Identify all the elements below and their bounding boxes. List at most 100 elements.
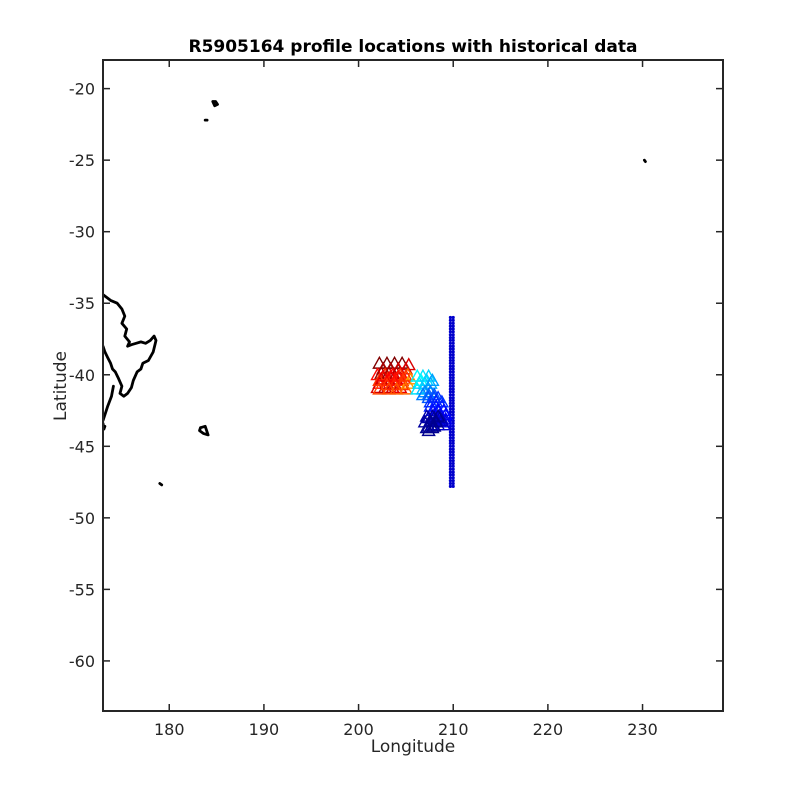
- historical-point: [448, 407, 452, 411]
- historical-point: [451, 444, 455, 448]
- historical-point: [451, 336, 455, 340]
- historical-point: [448, 473, 452, 477]
- y-tick-label: -25: [69, 151, 95, 170]
- profile-point: [389, 381, 404, 395]
- historical-point: [448, 361, 452, 365]
- coastline: [103, 384, 115, 423]
- profile-point: [425, 373, 440, 386]
- historical-point: [451, 484, 455, 488]
- historical-point: [451, 481, 455, 486]
- historical-point: [451, 476, 455, 480]
- historical-point: [448, 356, 452, 360]
- x-tick-label: 210: [438, 720, 469, 739]
- historical-point: [448, 470, 452, 474]
- tick-layer: 180 190 200 210 220 230 -20 -25 -30 -35 -40 -45 -50 -…: [69, 60, 723, 739]
- historical-point: [451, 350, 455, 354]
- historical-point: [448, 476, 452, 480]
- y-tick-label: -20: [69, 80, 95, 99]
- x-tick-label: 200: [343, 720, 374, 739]
- profile-point: [430, 408, 446, 422]
- profile-point: [398, 381, 414, 395]
- historical-point: [448, 347, 452, 351]
- historical-point: [451, 318, 455, 322]
- profile-locations-layer: [370, 355, 453, 437]
- historical-point: [448, 384, 452, 388]
- historical-point: [448, 404, 452, 408]
- x-tick-label: 180: [154, 720, 185, 739]
- historical-point: [448, 444, 452, 448]
- historical-point: [448, 358, 452, 363]
- historical-point: [451, 393, 455, 397]
- historical-point: [451, 378, 455, 383]
- historical-point: [451, 324, 455, 328]
- historical-point: [451, 376, 455, 380]
- historical-point: [451, 315, 455, 320]
- historical-point: [448, 321, 452, 325]
- historical-point: [451, 473, 455, 477]
- historical-point: [448, 367, 452, 371]
- historical-point: [451, 401, 455, 405]
- historical-point: [448, 344, 452, 348]
- historical-point: [448, 381, 452, 385]
- historical-point: [448, 436, 452, 440]
- chart-title: R5905164 profile locations with historic…: [188, 37, 637, 57]
- historical-point: [451, 456, 455, 460]
- historical-point: [448, 376, 452, 380]
- plot-frame: [102, 59, 724, 712]
- historical-point: [448, 327, 452, 331]
- historical-point: [451, 373, 455, 377]
- historical-point: [448, 467, 452, 471]
- y-tick-label: -60: [69, 652, 95, 671]
- x-tick-label: 230: [627, 720, 658, 739]
- y-tick-label: -50: [69, 509, 95, 528]
- profile-point: [391, 368, 406, 382]
- historical-point: [448, 370, 452, 374]
- historical-point: [448, 439, 452, 443]
- historical-point: [448, 464, 452, 468]
- profile-point: [427, 418, 442, 432]
- historical-point: [451, 467, 455, 471]
- historical-point: [448, 410, 452, 414]
- historical-point: [451, 450, 455, 454]
- historical-point: [451, 410, 455, 414]
- historical-point: [451, 341, 455, 345]
- historical-point: [448, 401, 452, 405]
- historical-point: [448, 390, 452, 394]
- historical-point: [448, 447, 452, 451]
- historical-point: [448, 333, 452, 337]
- historical-point: [451, 436, 455, 440]
- historical-point: [448, 461, 452, 466]
- profile-point: [379, 355, 395, 369]
- profile-point: [398, 368, 414, 382]
- historical-point: [448, 398, 452, 403]
- y-tick-label: -40: [69, 366, 95, 385]
- coastline: [198, 424, 210, 437]
- historical-point: [448, 378, 452, 383]
- y-tick-label: -30: [69, 223, 95, 242]
- profile-point: [383, 368, 398, 382]
- historical-point: [451, 347, 455, 351]
- historical-point: [451, 459, 455, 463]
- historical-point: [451, 367, 455, 371]
- historical-point: [448, 479, 452, 483]
- historical-point: [448, 336, 452, 340]
- profile-point: [394, 373, 410, 386]
- historical-point: [451, 430, 455, 434]
- historical-point: [448, 330, 452, 334]
- historical-point: [451, 427, 455, 431]
- profile-point: [387, 355, 402, 369]
- historical-point: [451, 413, 455, 417]
- historical-point: [448, 387, 452, 391]
- historical-point: [451, 384, 455, 388]
- historical-point: [451, 387, 455, 391]
- historical-point: [448, 450, 452, 454]
- historical-point: [451, 361, 455, 365]
- historical-point: [451, 330, 455, 334]
- historical-point: [448, 430, 452, 434]
- historical-point: [448, 453, 452, 457]
- historical-point: [448, 364, 452, 368]
- historical-point: [448, 456, 452, 460]
- historical-point: [451, 441, 455, 445]
- historical-point: [448, 338, 452, 342]
